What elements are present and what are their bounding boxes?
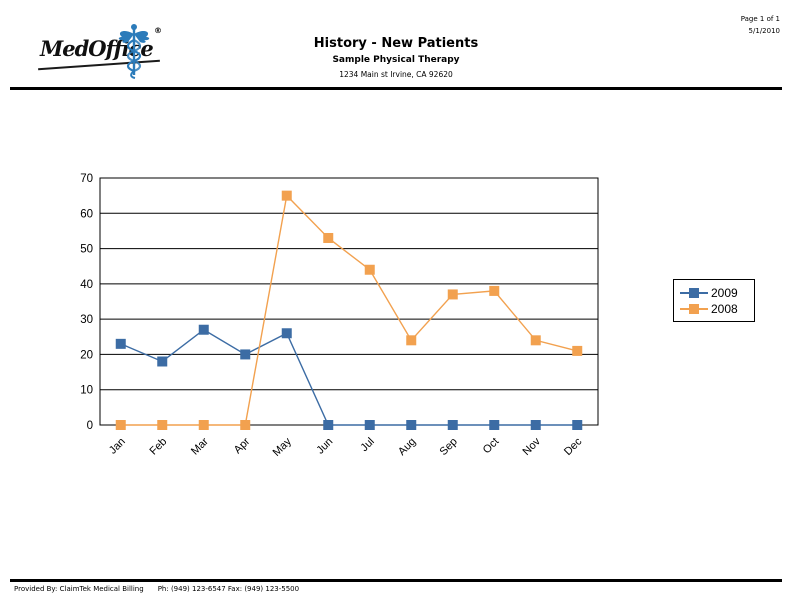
footer-rule [10,579,782,582]
data-point-2009-Feb [157,356,168,367]
gridlines [100,177,598,426]
x-axis-labels: Jan Feb Mar Apr May Jun Jul Aug Sep Oct Nov Dec [107,435,585,459]
plot-frame [99,177,599,426]
data-point-2008-Sep [447,289,458,300]
x-tick-label: Jun [314,436,335,457]
legend-item-2008: 2008 [680,301,750,317]
data-point-2009-Sep [447,420,458,430]
caduceus-icon [118,24,150,79]
phone-fax: Ph: (949) 123-6547 Fax: (949) 123-5500 [157,585,300,593]
data-point-2008-Apr [240,420,251,430]
data-point-2009-Oct [489,420,500,430]
x-tick-label: Sep [438,436,460,458]
medoffice-logo: MedOffice ® [36,24,164,79]
data-point-2009-Nov [530,420,541,430]
data-point-2008-Mar [198,420,209,430]
legend-marker-2009 [680,288,708,298]
data-point-2008-Jul [364,264,375,275]
data-point-2008-Oct [489,285,500,296]
x-tick-label: May [271,435,295,459]
practice-address: 1234 Main st Irvine, CA 92620 [339,70,453,79]
report-date: 5/1/2010 [748,27,780,35]
data-point-2008-Jan [115,420,126,430]
legend-label-2009: 2009 [711,286,738,300]
legend-marker-2008 [680,304,708,314]
report-title-block: History - New Patients Sample Physical T… [0,36,792,79]
y-tick-label: 0 [87,420,93,432]
new-patients-chart: 0 10 20 30 40 50 60 70 Jan Feb Mar Apr May Jun Jul Aug S… [80,173,599,459]
data-point-2008-Dec [572,345,583,356]
data-point-2009-May [281,328,292,339]
data-point-2008-Nov [530,335,541,346]
data-point-2009-Jun [323,420,334,430]
data-point-2008-Jun [323,232,334,243]
x-tick-label: Dec [562,435,585,458]
data-point-2009-Apr [240,349,251,360]
y-tick-label: 40 [80,279,93,291]
data-point-2009-Mar [198,324,209,335]
footer-text: Provided By: ClaimTek Medical Billing Ph:… [14,585,313,593]
header-rule [10,87,782,90]
x-tick-label: Oct [481,436,502,457]
y-tick-label: 50 [80,244,93,256]
legend-label-2008: 2008 [711,302,738,316]
data-point-2008-May [281,190,292,201]
legend-item-2009: 2009 [680,285,750,301]
y-tick-label: 70 [80,173,93,185]
y-tick-label: 30 [80,314,93,326]
y-tick-label: 20 [80,349,93,361]
x-tick-label: Jul [358,436,376,454]
y-axis-labels: 0 10 20 30 40 50 60 70 [80,173,93,432]
data-point-2009-Aug [406,420,417,430]
data-point-2008-Aug [406,335,417,346]
provided-by: Provided By: ClaimTek Medical Billing [14,585,144,593]
data-point-2009-Jul [364,420,375,430]
page-info: Page 1 of 1 5/1/2010 [741,13,780,37]
data-point-2009-Jan [115,338,126,349]
x-tick-label: Apr [232,435,253,456]
series-2009 [115,324,583,430]
y-tick-label: 60 [80,208,93,220]
practice-name: Sample Physical Therapy [332,55,460,65]
y-tick-label: 10 [80,385,93,397]
data-point-2008-Feb [157,420,168,430]
registered-trademark-icon: ® [154,26,162,35]
data-point-2009-Dec [572,420,583,430]
page-number: Page 1 of 1 [740,15,780,23]
page-title: History - New Patients [313,36,479,51]
series-2008 [115,190,583,430]
x-tick-label: Jan [107,436,128,457]
x-tick-label: Aug [396,436,418,458]
x-tick-label: Nov [521,435,544,458]
chart-legend: 2009 2008 [673,279,755,322]
x-tick-label: Feb [147,436,169,458]
x-tick-label: Mar [189,435,211,457]
